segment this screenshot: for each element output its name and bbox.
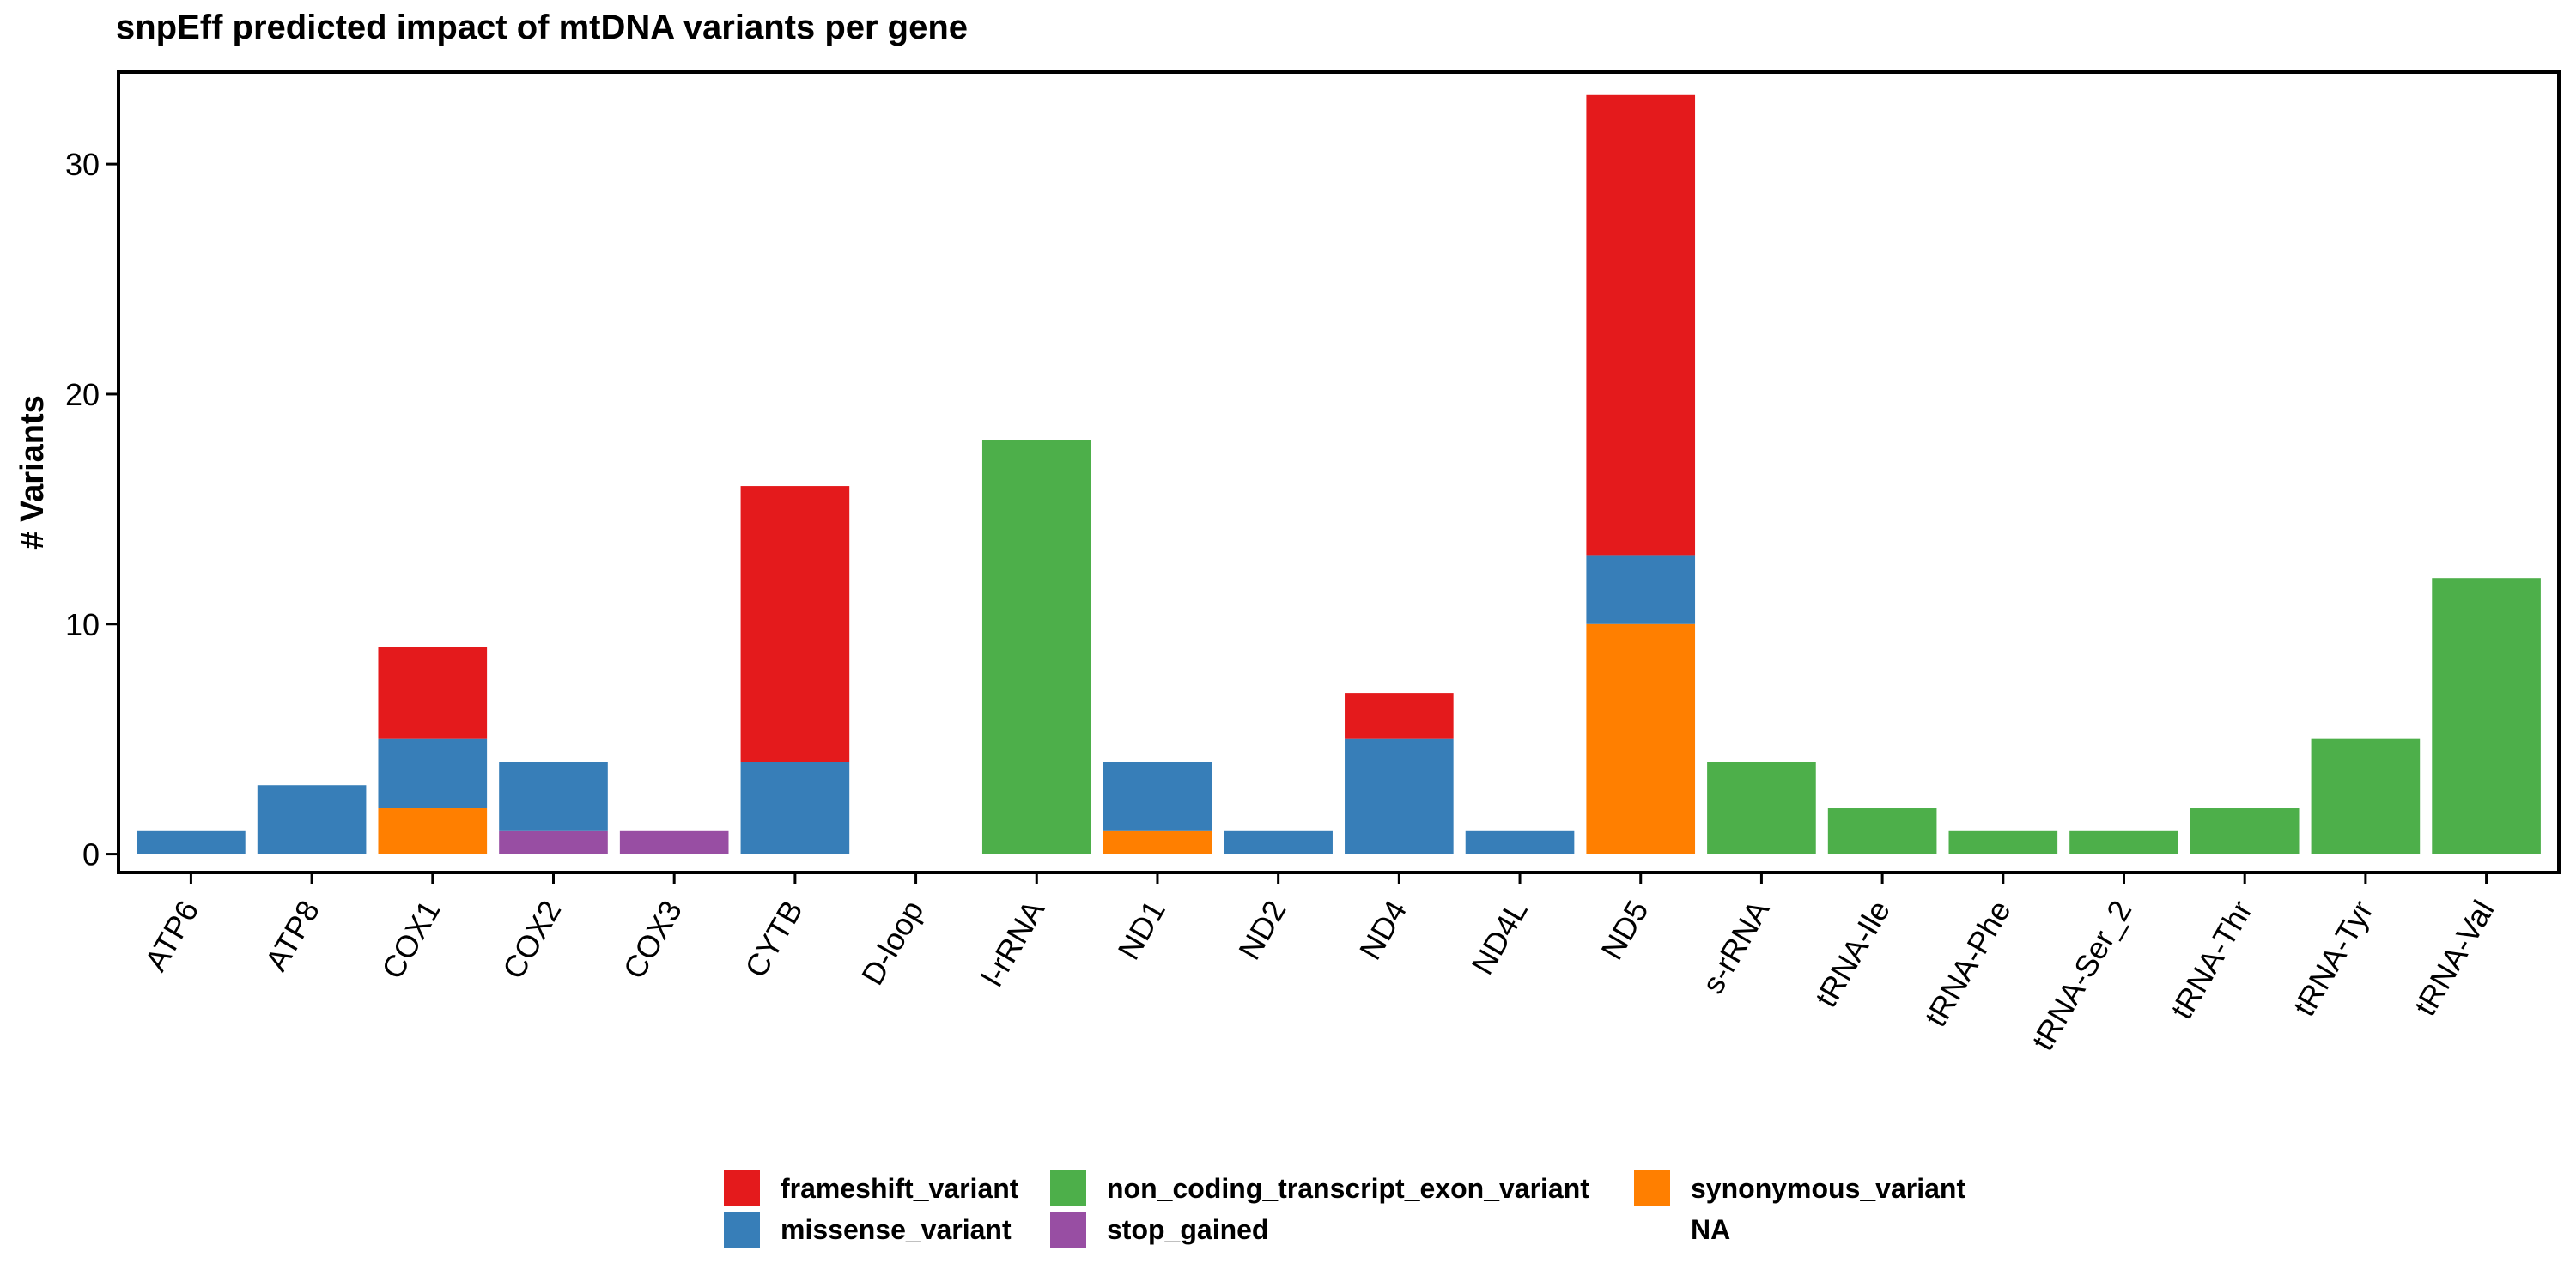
legend-item-missense_variant: missense_variant bbox=[724, 1211, 1050, 1249]
x-tick-label-tRNA-Thr: tRNA-Thr bbox=[2164, 894, 2260, 1024]
bar-tRNA-Thr-non_coding_transcript_exon_variant bbox=[2190, 808, 2300, 854]
y-tick-label-30: 30 bbox=[65, 147, 100, 182]
bar-COX2-stop_gained bbox=[499, 830, 608, 854]
x-tick-label-D-loop: D-loop bbox=[854, 895, 931, 991]
y-axis-label: # Variants bbox=[15, 395, 51, 550]
legend: frameshift_variant non_coding_transcript_… bbox=[724, 1170, 1995, 1249]
legend-item-frameshift_variant: frameshift_variant bbox=[724, 1170, 1050, 1207]
y-tick-label-10: 10 bbox=[65, 607, 100, 642]
bar-ND5-synonymous_variant bbox=[1586, 623, 1696, 854]
bar-COX3-stop_gained bbox=[619, 830, 729, 854]
y-axis: 0 10 20 30 bbox=[65, 147, 118, 872]
bar-COX1-frameshift_variant bbox=[378, 647, 488, 739]
bar-tRNA-Ser_2-non_coding_transcript_exon_variant bbox=[2069, 830, 2178, 854]
x-tick-label-s-rRNA: s-rRNA bbox=[1695, 895, 1776, 1000]
legend-label-NA: NA bbox=[1691, 1213, 1731, 1245]
bar-ND4-frameshift_variant bbox=[1345, 693, 1454, 739]
legend-key-stop_gained bbox=[1050, 1212, 1086, 1248]
legend-key-frameshift_variant bbox=[724, 1170, 760, 1206]
y-tick-label-20: 20 bbox=[65, 377, 100, 412]
x-tick-label-tRNA-Ile: tRNA-Ile bbox=[1808, 895, 1898, 1013]
bar-CYTB-missense_variant bbox=[740, 762, 850, 854]
legend-label-non_coding_transcript_exon_variant: non_coding_transcript_exon_variant bbox=[1107, 1172, 1589, 1204]
x-tick-label-ND2: ND2 bbox=[1231, 895, 1293, 966]
bar-tRNA-Tyr-non_coding_transcript_exon_variant bbox=[2311, 738, 2421, 854]
legend-key-non_coding_transcript_exon_variant bbox=[1050, 1170, 1086, 1206]
x-tick-label-COX1: COX1 bbox=[374, 895, 447, 985]
legend-item-non_coding_transcript_exon_variant: non_coding_transcript_exon_variant bbox=[1050, 1170, 1634, 1207]
x-tick-label-CYTB: CYTB bbox=[738, 895, 810, 984]
legend-key-synonymous_variant bbox=[1634, 1170, 1670, 1206]
x-tick-label-l-rRNA: l-rRNA bbox=[975, 895, 1051, 993]
bar-tRNA-Phe-non_coding_transcript_exon_variant bbox=[1948, 830, 2058, 854]
x-axis: ATP6 ATP8 COX1 COX2 COX3 CYTB D-loop l-rRNA ND1 N… bbox=[137, 872, 2501, 1057]
legend-key-NA bbox=[1634, 1212, 1670, 1248]
plot-panel-border bbox=[117, 70, 2561, 874]
x-tick-label-tRNA-Tyr: tRNA-Tyr bbox=[2286, 894, 2380, 1022]
legend-item-NA: NA bbox=[1634, 1211, 1995, 1249]
bar-ND1-synonymous_variant bbox=[1103, 830, 1212, 854]
legend-label-frameshift_variant: frameshift_variant bbox=[781, 1172, 1019, 1204]
bar-ATP8-missense_variant bbox=[257, 785, 367, 854]
bar-COX2-missense_variant bbox=[499, 762, 608, 831]
x-tick-label-tRNA-Phe: tRNA-Phe bbox=[1917, 895, 2018, 1033]
bar-ND1-missense_variant bbox=[1103, 762, 1212, 831]
bar-COX1-synonymous_variant bbox=[378, 808, 488, 854]
x-tick-label-ATP6: ATP6 bbox=[137, 895, 205, 977]
x-tick-label-tRNA-Ser_2: tRNA-Ser_2 bbox=[2025, 895, 2139, 1057]
bar-l-rRNA-non_coding_transcript_exon_variant bbox=[981, 440, 1091, 854]
x-tick-label-ND4L: ND4L bbox=[1464, 895, 1534, 981]
legend-label-stop_gained: stop_gained bbox=[1107, 1213, 1269, 1245]
bar-CYTB-frameshift_variant bbox=[740, 486, 850, 762]
bar-ND4-missense_variant bbox=[1345, 738, 1454, 854]
bar-ND2-missense_variant bbox=[1224, 830, 1333, 854]
x-tick-label-ATP8: ATP8 bbox=[258, 895, 326, 977]
bar-s-rRNA-non_coding_transcript_exon_variant bbox=[1707, 762, 1816, 854]
chart-title: snpEff predicted impact of mtDNA variant… bbox=[116, 9, 969, 46]
bar-ND4L-missense_variant bbox=[1465, 830, 1575, 854]
bar-ND5-missense_variant bbox=[1586, 555, 1696, 624]
bar-COX1-missense_variant bbox=[378, 738, 488, 809]
x-tick-label-ND5: ND5 bbox=[1594, 895, 1656, 966]
legend-label-missense_variant: missense_variant bbox=[781, 1213, 1012, 1245]
x-tick-label-tRNA-Val: tRNA-Val bbox=[2407, 895, 2500, 1022]
x-tick-label-ND1: ND1 bbox=[1110, 895, 1172, 966]
y-tick-label-0: 0 bbox=[82, 837, 100, 872]
bar-ATP6-missense_variant bbox=[137, 830, 246, 854]
bar-tRNA-Val-non_coding_transcript_exon_variant bbox=[2432, 578, 2541, 854]
bar-ND5-frameshift_variant bbox=[1586, 94, 1696, 556]
x-tick-label-COX3: COX3 bbox=[617, 895, 690, 985]
x-tick-label-ND4: ND4 bbox=[1352, 895, 1414, 966]
legend-label-synonymous_variant: synonymous_variant bbox=[1691, 1172, 1966, 1204]
legend-item-stop_gained: stop_gained bbox=[1050, 1211, 1634, 1249]
x-tick-label-COX2: COX2 bbox=[495, 895, 568, 985]
bars-layer bbox=[137, 94, 2541, 854]
legend-key-missense_variant bbox=[724, 1212, 760, 1248]
bar-tRNA-Ile-non_coding_transcript_exon_variant bbox=[1827, 808, 1937, 854]
legend-item-synonymous_variant: synonymous_variant bbox=[1634, 1170, 1995, 1207]
